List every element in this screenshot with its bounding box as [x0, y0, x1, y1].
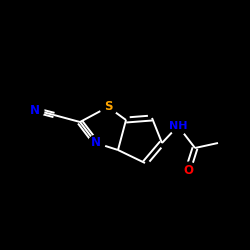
Text: N: N: [91, 136, 101, 149]
Text: O: O: [183, 164, 193, 176]
Text: NH: NH: [169, 121, 187, 131]
Text: N: N: [30, 104, 40, 117]
Text: S: S: [104, 100, 112, 114]
